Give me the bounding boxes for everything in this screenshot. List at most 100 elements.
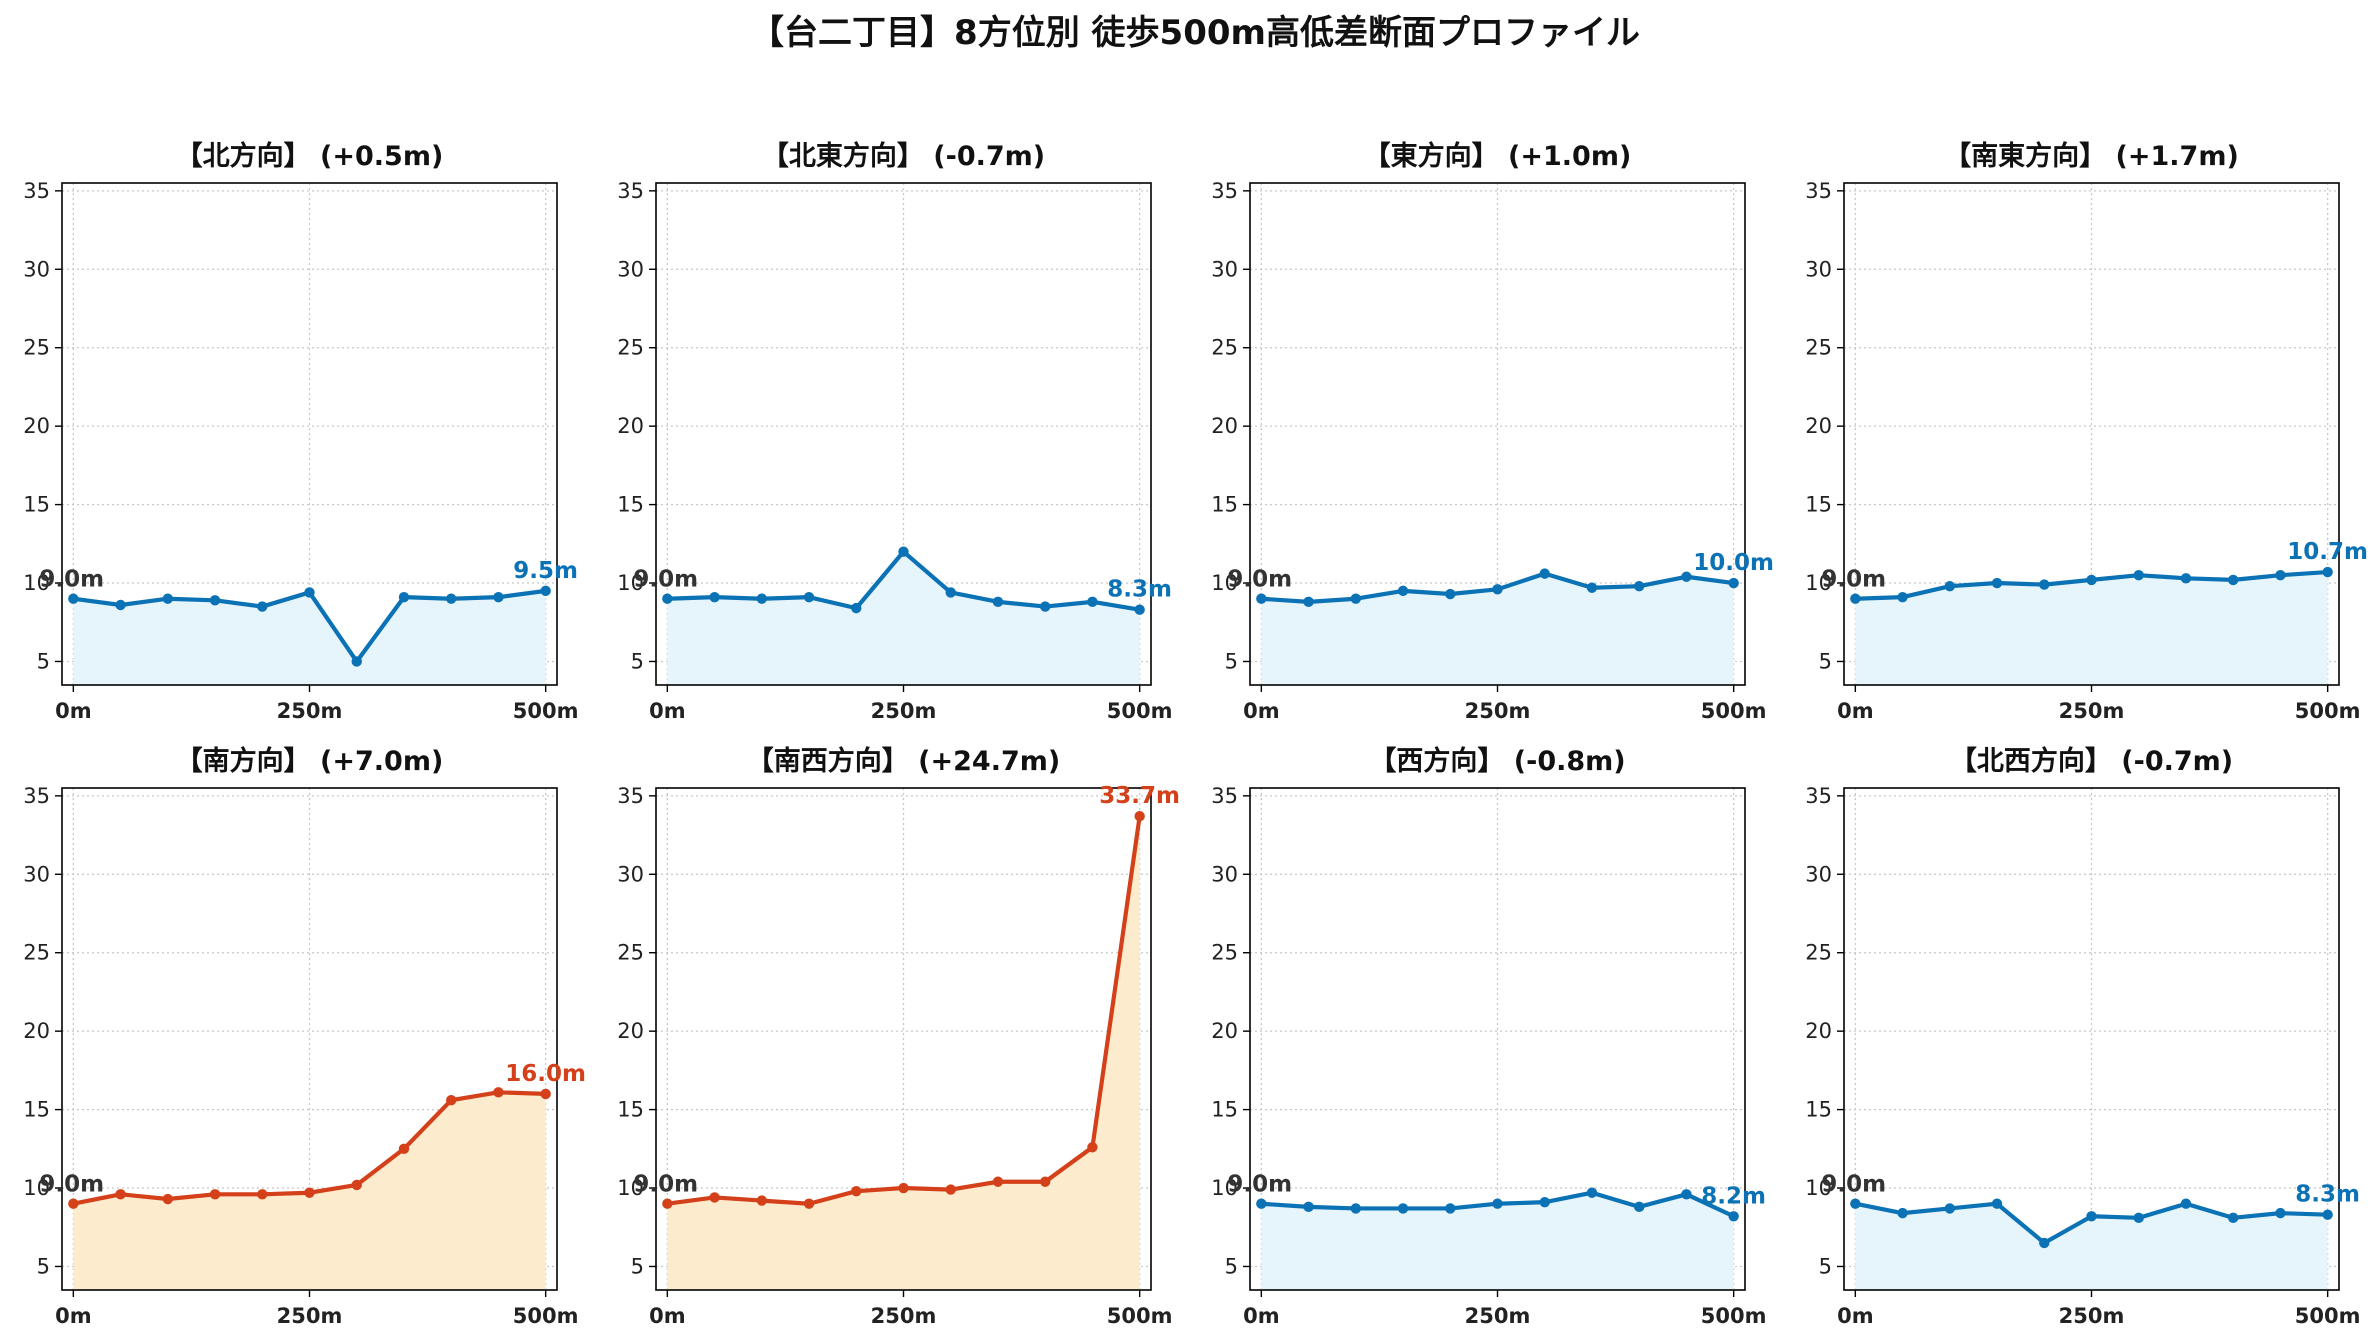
data-point bbox=[992, 1176, 1004, 1187]
x-tick-label: 0m bbox=[649, 699, 686, 723]
y-tick-label: 5 bbox=[1819, 649, 1832, 673]
data-point bbox=[1134, 811, 1145, 822]
data-point bbox=[1586, 582, 1598, 593]
y-tick-label: 35 bbox=[23, 179, 50, 203]
y-tick-label: 30 bbox=[1805, 257, 1832, 281]
data-point bbox=[1397, 585, 1409, 597]
data-point bbox=[445, 1094, 457, 1106]
data-point bbox=[68, 593, 79, 604]
y-tick-label: 10 bbox=[23, 1176, 50, 1200]
data-point bbox=[851, 1185, 862, 1197]
y-tick-label: 35 bbox=[1211, 179, 1238, 203]
start-value-label: 9.0m bbox=[39, 567, 104, 593]
data-point bbox=[709, 1192, 720, 1203]
subplot-title: 【東方向】 (+1.0m) bbox=[1364, 140, 1632, 172]
data-point bbox=[1586, 1187, 1598, 1198]
y-tick-label: 15 bbox=[23, 1098, 50, 1122]
data-point bbox=[1539, 1196, 1550, 1208]
y-tick-label: 30 bbox=[1805, 862, 1832, 886]
subplot-title: 【南西方向】 (+24.7m) bbox=[747, 745, 1060, 777]
x-tick-label: 0m bbox=[55, 699, 92, 723]
area-fill bbox=[1855, 572, 2328, 685]
end-value-label: 33.7m bbox=[1099, 783, 1180, 809]
data-point bbox=[209, 1189, 221, 1200]
data-point bbox=[898, 1182, 909, 1194]
data-point bbox=[1492, 584, 1503, 595]
y-tick-label: 15 bbox=[617, 1098, 644, 1122]
area-fill bbox=[1261, 573, 1734, 685]
y-tick-label: 10 bbox=[23, 571, 50, 595]
data-point bbox=[898, 546, 909, 557]
start-value-label: 9.0m bbox=[633, 1172, 698, 1198]
y-tick-label: 10 bbox=[617, 571, 644, 595]
data-point bbox=[1087, 1142, 1098, 1153]
y-tick-label: 30 bbox=[1211, 862, 1238, 886]
data-point bbox=[1681, 571, 1692, 582]
y-tick-label: 5 bbox=[1225, 649, 1238, 673]
data-point bbox=[1303, 596, 1314, 608]
data-point bbox=[445, 593, 457, 604]
y-tick-label: 30 bbox=[617, 862, 644, 886]
y-tick-label: 30 bbox=[23, 862, 50, 886]
end-value-label: 16.0m bbox=[505, 1061, 586, 1087]
subplot-7: 【西方向】 (-0.8m) 5 10 15 20 25 30 35 0m 250m 500m 9.0m… bbox=[1211, 745, 1766, 1328]
data-point bbox=[304, 587, 315, 598]
y-tick-label: 30 bbox=[23, 257, 50, 281]
subplot-8: 【北西方向】 (-0.7m) 5 10 15 20 25 30 35 0m 250m 500m 9.0… bbox=[1805, 745, 2360, 1328]
data-point bbox=[803, 591, 815, 603]
data-point bbox=[992, 596, 1004, 608]
data-point bbox=[540, 1088, 551, 1100]
y-tick-label: 30 bbox=[1211, 257, 1238, 281]
x-tick-label: 250m bbox=[871, 1304, 937, 1328]
data-point bbox=[1897, 1207, 1908, 1219]
y-tick-label: 20 bbox=[1211, 414, 1238, 438]
x-tick-label: 0m bbox=[1837, 1304, 1874, 1328]
data-point bbox=[540, 585, 551, 597]
subplot-6: 【南西方向】 (+24.7m) 5 10 15 20 25 30 35 0m 250m 500m 9.… bbox=[617, 745, 1180, 1328]
data-point bbox=[662, 593, 673, 604]
data-point bbox=[1087, 596, 1098, 608]
x-tick-label: 0m bbox=[1243, 699, 1280, 723]
y-tick-label: 15 bbox=[1211, 1098, 1238, 1122]
data-point bbox=[2133, 1212, 2144, 1224]
end-value-label: 8.3m bbox=[2295, 1182, 2360, 1208]
y-tick-label: 5 bbox=[37, 649, 50, 673]
x-tick-label: 250m bbox=[1465, 1304, 1531, 1328]
area-fill bbox=[667, 816, 1140, 1290]
data-point bbox=[1256, 1198, 1267, 1209]
data-point bbox=[351, 1179, 362, 1191]
y-tick-label: 25 bbox=[1211, 941, 1238, 965]
data-point bbox=[1445, 1203, 1456, 1214]
data-point bbox=[2180, 1198, 2192, 1209]
data-point bbox=[398, 1143, 410, 1155]
y-tick-label: 35 bbox=[617, 179, 644, 203]
y-tick-label: 10 bbox=[617, 1176, 644, 1200]
area-fill bbox=[73, 1092, 546, 1290]
y-tick-label: 35 bbox=[23, 784, 50, 808]
data-point bbox=[2322, 566, 2333, 578]
data-point bbox=[2039, 579, 2050, 590]
y-tick-label: 10 bbox=[1211, 571, 1238, 595]
y-tick-label: 20 bbox=[1805, 1019, 1832, 1043]
y-tick-label: 5 bbox=[1225, 1254, 1238, 1278]
data-point bbox=[115, 599, 126, 611]
data-point bbox=[162, 1193, 174, 1205]
x-tick-label: 0m bbox=[649, 1304, 686, 1328]
end-value-label: 8.2m bbox=[1701, 1183, 1766, 1209]
y-tick-label: 35 bbox=[1211, 784, 1238, 808]
y-tick-label: 20 bbox=[23, 414, 50, 438]
subplot-title: 【北東方向】 (-0.7m) bbox=[762, 140, 1045, 172]
area-fill bbox=[73, 590, 546, 685]
data-point bbox=[709, 591, 720, 603]
subplot-title: 【北方向】 (+0.5m) bbox=[176, 140, 444, 172]
y-tick-label: 35 bbox=[617, 784, 644, 808]
data-point bbox=[1445, 588, 1456, 600]
y-tick-label: 15 bbox=[617, 493, 644, 517]
start-value-label: 9.0m bbox=[633, 567, 698, 593]
data-point bbox=[1350, 1203, 1362, 1214]
y-tick-label: 35 bbox=[1805, 784, 1832, 808]
x-tick-label: 500m bbox=[2295, 1304, 2361, 1328]
y-tick-label: 5 bbox=[37, 1254, 50, 1278]
